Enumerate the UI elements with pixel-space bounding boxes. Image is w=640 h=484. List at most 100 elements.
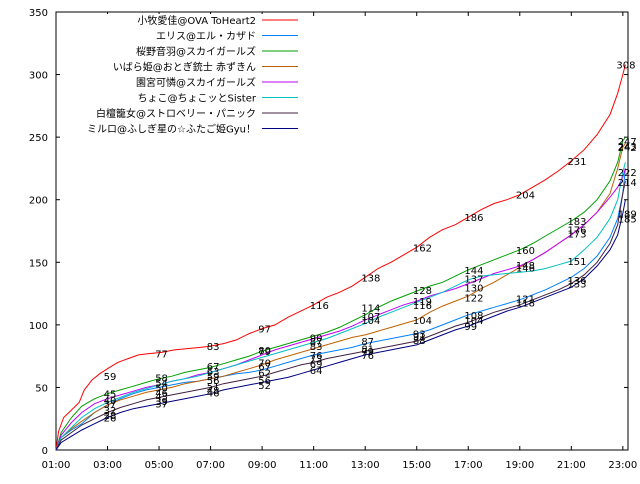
data-label: 128 bbox=[413, 286, 432, 297]
data-label: 83 bbox=[310, 342, 323, 353]
data-label: 64 bbox=[310, 366, 323, 377]
legend-label: 桜野音羽@スカイガールズ bbox=[136, 45, 256, 58]
data-label: 87 bbox=[310, 337, 323, 348]
data-label: 45 bbox=[104, 390, 117, 401]
data-label: 214 bbox=[618, 178, 637, 189]
data-label: 79 bbox=[258, 347, 271, 358]
data-label: 52 bbox=[258, 381, 271, 392]
data-label: 308 bbox=[616, 61, 635, 72]
y-tick-label: 150 bbox=[29, 258, 48, 269]
data-label: 59 bbox=[104, 372, 117, 383]
data-label: 108 bbox=[464, 311, 483, 322]
data-label: 76 bbox=[361, 351, 374, 362]
data-label: 243 bbox=[618, 142, 637, 153]
data-label: 99 bbox=[464, 322, 477, 333]
data-label: 46 bbox=[207, 388, 220, 399]
data-label: 83 bbox=[207, 342, 220, 353]
y-tick-label: 50 bbox=[35, 383, 48, 394]
legend-label: 小牧愛佳@OVA ToHeart2 bbox=[137, 14, 256, 27]
series-line-5 bbox=[55, 168, 626, 451]
data-label: 79 bbox=[361, 347, 374, 358]
y-tick-label: 100 bbox=[29, 321, 48, 332]
legend-label: 白檀籠女@ストロベリー・パニック bbox=[96, 107, 256, 120]
data-label: 40 bbox=[104, 396, 117, 407]
data-label: 67 bbox=[258, 362, 271, 373]
data-label: 46 bbox=[155, 388, 168, 399]
data-label: 183 bbox=[567, 217, 586, 228]
x-tick-label: 07:00 bbox=[196, 460, 225, 471]
legend-label: いばら姫@おとぎ銃士 赤ずきん bbox=[113, 61, 256, 74]
data-label: 70 bbox=[258, 358, 271, 369]
data-label: 63 bbox=[207, 367, 220, 378]
x-tick-label: 09:00 bbox=[248, 460, 277, 471]
legend: 小牧愛佳@OVA ToHeart2 エリス@エル・カザド桜野音羽@スカイガールズい… bbox=[60, 14, 302, 136]
x-tick-label: 19:00 bbox=[505, 460, 534, 471]
data-label: 28 bbox=[104, 411, 117, 422]
data-label: 242 bbox=[618, 143, 637, 154]
data-label: 119 bbox=[413, 297, 432, 308]
data-label: 97 bbox=[258, 325, 271, 336]
data-label: 144 bbox=[464, 266, 483, 277]
data-label: 130 bbox=[464, 283, 483, 294]
y-axis: 0 50 100 150 200 250 300 350 bbox=[29, 8, 628, 457]
x-tick-label: 01:00 bbox=[42, 460, 71, 471]
legend-label: ミルロ@ふしぎ星の☆ふたご姫Gyu！ bbox=[87, 123, 256, 136]
data-label: 81 bbox=[361, 345, 374, 356]
legend-label: ちょこ@ちょこッとSister bbox=[137, 93, 256, 105]
data-label: 56 bbox=[258, 376, 271, 387]
data-label: 104 bbox=[361, 316, 380, 327]
data-label: 151 bbox=[567, 257, 586, 268]
data-label: 77 bbox=[155, 350, 168, 361]
data-label: 107 bbox=[361, 312, 380, 323]
y-tick-label: 250 bbox=[29, 133, 48, 144]
data-label: 116 bbox=[413, 301, 432, 312]
data-label: 51 bbox=[207, 382, 220, 393]
data-label: 247 bbox=[618, 137, 637, 148]
data-label: 116 bbox=[310, 301, 329, 312]
data-label: 204 bbox=[516, 191, 535, 202]
series-line-2 bbox=[55, 168, 626, 451]
data-label: 76 bbox=[310, 351, 323, 362]
data-label: 54 bbox=[155, 378, 168, 389]
legend-label: 園宮可憐@スカイガールズ bbox=[136, 76, 256, 89]
series-lines bbox=[55, 64, 626, 451]
data-label: 173 bbox=[567, 230, 586, 241]
series-line-6 bbox=[55, 162, 626, 451]
legend-label: エリス@エル・カザド bbox=[156, 31, 256, 43]
data-label: 50 bbox=[155, 383, 168, 394]
data-label: 62 bbox=[258, 368, 271, 379]
x-tick-label: 21:00 bbox=[557, 460, 586, 471]
data-label: 185 bbox=[618, 214, 637, 225]
x-tick-label: 15:00 bbox=[402, 460, 431, 471]
data-label: 87 bbox=[361, 337, 374, 348]
data-label: 67 bbox=[207, 362, 220, 373]
data-labels: 5945403732282677585450464339378367635956… bbox=[104, 61, 637, 425]
data-label: 122 bbox=[464, 293, 483, 304]
data-label: 118 bbox=[516, 298, 535, 309]
data-label: 37 bbox=[155, 400, 168, 411]
x-tick-label: 17:00 bbox=[454, 460, 483, 471]
series-line-7 bbox=[55, 180, 626, 451]
data-label: 43 bbox=[155, 392, 168, 403]
data-label: 39 bbox=[155, 397, 168, 408]
x-tick-label: 05:00 bbox=[145, 460, 174, 471]
data-label: 114 bbox=[361, 303, 380, 314]
data-label: 90 bbox=[310, 333, 323, 344]
data-label: 73 bbox=[310, 355, 323, 366]
data-label: 37 bbox=[104, 400, 117, 411]
data-label: 137 bbox=[464, 275, 483, 286]
data-label: 88 bbox=[413, 336, 426, 347]
data-label: 58 bbox=[155, 373, 168, 384]
data-label: 104 bbox=[464, 316, 483, 327]
data-label: 59 bbox=[207, 372, 220, 383]
data-label: 231 bbox=[567, 157, 586, 168]
data-label: 56 bbox=[207, 376, 220, 387]
data-label: 148 bbox=[516, 261, 535, 272]
data-label: 32 bbox=[104, 406, 117, 417]
y-tick-label: 300 bbox=[29, 71, 48, 82]
data-label: 189 bbox=[618, 209, 637, 220]
data-label: 80 bbox=[258, 346, 271, 357]
series-line-3 bbox=[55, 136, 626, 451]
